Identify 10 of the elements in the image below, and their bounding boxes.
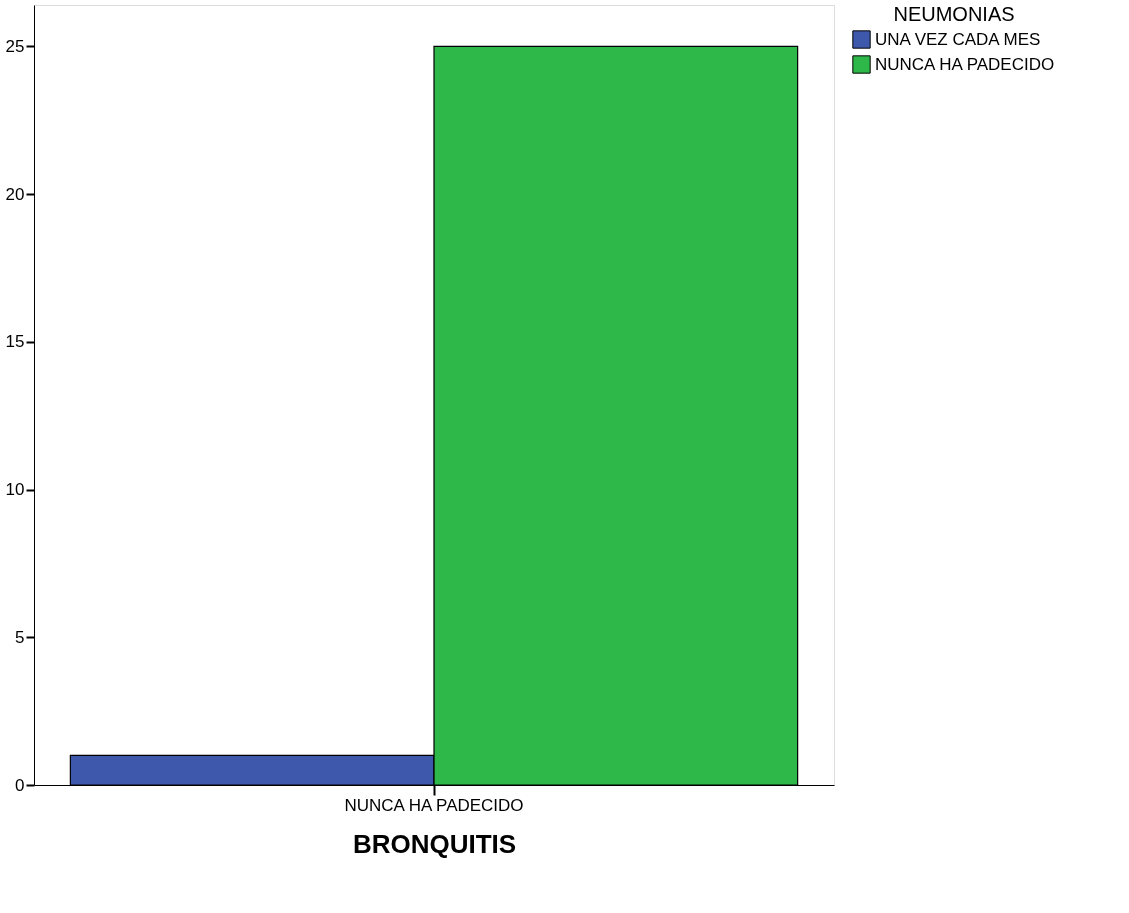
- y-tick-label: 20: [5, 184, 25, 204]
- x-axis-title: BRONQUITIS: [352, 828, 517, 859]
- y-tick-label: 15: [5, 332, 25, 352]
- y-tick-label: 10: [5, 480, 25, 500]
- y-tick-label: 5: [15, 627, 25, 647]
- legend-label: UNA VEZ CADA MES: [875, 29, 1041, 49]
- y-tick-label: 0: [15, 775, 25, 795]
- legend-title: NEUMONIAS: [893, 3, 1015, 25]
- y-tick-label: 25: [5, 36, 25, 56]
- legend-label: NUNCA HA PADECIDO: [875, 54, 1055, 74]
